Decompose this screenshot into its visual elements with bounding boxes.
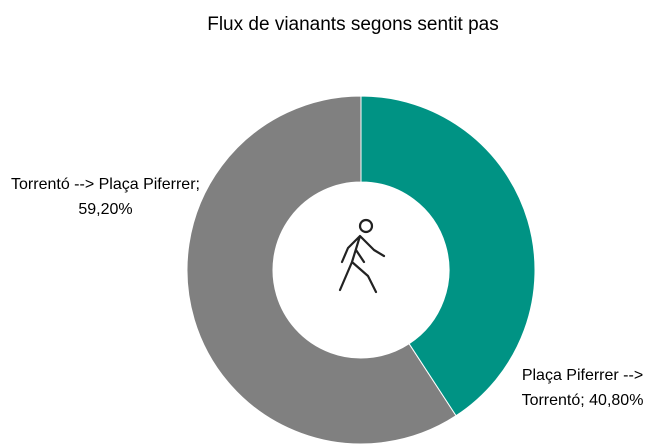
label-value: 40,80% bbox=[589, 392, 644, 409]
data-label: Plaça Piferrer --> Torrentó; 40,80% bbox=[497, 363, 668, 413]
walker-icon bbox=[338, 218, 386, 294]
label-separator: ; bbox=[195, 176, 200, 193]
donut-slice bbox=[186, 95, 457, 445]
donut-slice bbox=[360, 95, 536, 417]
label-category: Plaça Piferrer --> Torrentó bbox=[521, 367, 644, 409]
label-category: Torrentó --> Plaça Piferrer bbox=[11, 176, 196, 193]
label-separator: ; bbox=[580, 392, 590, 409]
label-value: 59,20% bbox=[78, 201, 133, 218]
data-label: Torrentó --> Plaça Piferrer; 59,20% bbox=[8, 172, 203, 222]
chart-title: Flux de vianants segons sentit pas bbox=[207, 14, 499, 35]
